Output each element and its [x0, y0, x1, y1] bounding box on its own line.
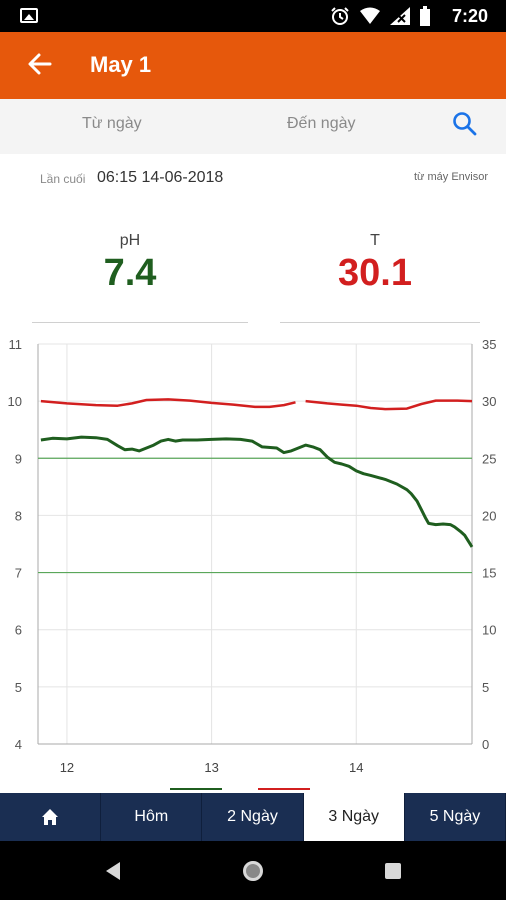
last-update-timestamp: 06:15 14-06-2018	[97, 169, 224, 186]
image-notification-icon	[20, 8, 38, 23]
y-right-tick-label: 0	[482, 737, 489, 752]
home-icon	[42, 809, 59, 825]
y-right-tick-label: 25	[482, 451, 496, 466]
y-left-tick-label: 8	[15, 508, 22, 523]
x-tick-label: 13	[204, 760, 218, 775]
range-tab-bar: Hôm 2 Ngày 3 Ngày 5 Ngày	[0, 793, 506, 841]
to-date-field[interactable]: Đến ngày	[287, 115, 356, 132]
system-recents-icon[interactable]	[385, 863, 401, 879]
last-update-row: Lần cuối 06:15 14-06-2018 từ máy Envisor	[0, 166, 506, 190]
tab-home[interactable]	[0, 793, 102, 841]
date-filter-bar: Từ ngày Đến ngày	[0, 99, 506, 154]
temperature-legend-swatch	[258, 788, 310, 790]
data-source-label: từ máy Envisor	[414, 171, 488, 183]
status-bar: 7:20	[0, 0, 506, 32]
temperature-series-line	[305, 399, 473, 411]
ph-series-line	[40, 435, 474, 548]
y-left-tick-label: 7	[15, 566, 22, 581]
ph-temperature-chart[interactable]: 4 5 6 7 8 9 10 11 0 5 10 15 20 25 30 35 12 13 14	[0, 330, 506, 790]
y-left-tick-label: 9	[15, 451, 22, 466]
search-icon[interactable]	[452, 111, 478, 137]
y-right-tick-label: 10	[482, 623, 496, 638]
x-tick-label: 12	[60, 760, 74, 775]
temperature-label: T	[370, 232, 380, 249]
ph-label: pH	[119, 232, 141, 249]
ph-legend-swatch	[170, 788, 222, 790]
temperature-value: 30.1	[338, 252, 412, 294]
y-right-tick-label: 30	[482, 394, 496, 409]
temperature-reading: T 30.1	[265, 232, 485, 295]
temperature-series-line	[40, 398, 296, 409]
ph-value: 7.4	[103, 252, 157, 294]
y-left-tick-label: 5	[15, 680, 22, 695]
wifi-icon	[360, 7, 380, 24]
y-left-tick-label: 10	[8, 394, 22, 409]
y-left-tick-label: 6	[15, 623, 22, 638]
y-right-tick-label: 35	[482, 337, 496, 352]
tab-5-days[interactable]: 5 Ngày	[405, 793, 506, 841]
y-right-tick-label: 15	[482, 566, 496, 581]
from-date-field[interactable]: Từ ngày	[82, 115, 142, 132]
temperature-divider	[280, 322, 480, 323]
ph-reading: pH 7.4	[20, 232, 240, 295]
alarm-icon	[331, 7, 349, 25]
status-icons	[330, 6, 430, 26]
y-right-tick-label: 5	[482, 680, 489, 695]
back-arrow-icon[interactable]	[26, 50, 54, 78]
status-time: 7:20	[451, 6, 488, 26]
x-tick-label: 14	[349, 760, 363, 775]
tab-today[interactable]: Hôm	[101, 793, 203, 841]
ph-divider	[32, 322, 248, 323]
app-bar: May 1	[0, 32, 506, 99]
system-home-icon[interactable]	[243, 861, 263, 881]
signal-icon	[390, 7, 410, 25]
battery-icon	[420, 6, 430, 26]
tab-3-days[interactable]: 3 Ngày	[303, 793, 405, 841]
y-right-tick-label: 20	[482, 508, 496, 523]
y-left-tick-label: 4	[15, 737, 22, 752]
last-update-label: Lần cuối	[40, 172, 86, 186]
system-nav-bar	[0, 841, 506, 900]
system-back-icon[interactable]	[105, 861, 121, 881]
tab-2-days[interactable]: 2 Ngày	[202, 793, 304, 841]
y-left-tick-label: 11	[9, 337, 23, 352]
page-title: May 1	[90, 52, 152, 77]
